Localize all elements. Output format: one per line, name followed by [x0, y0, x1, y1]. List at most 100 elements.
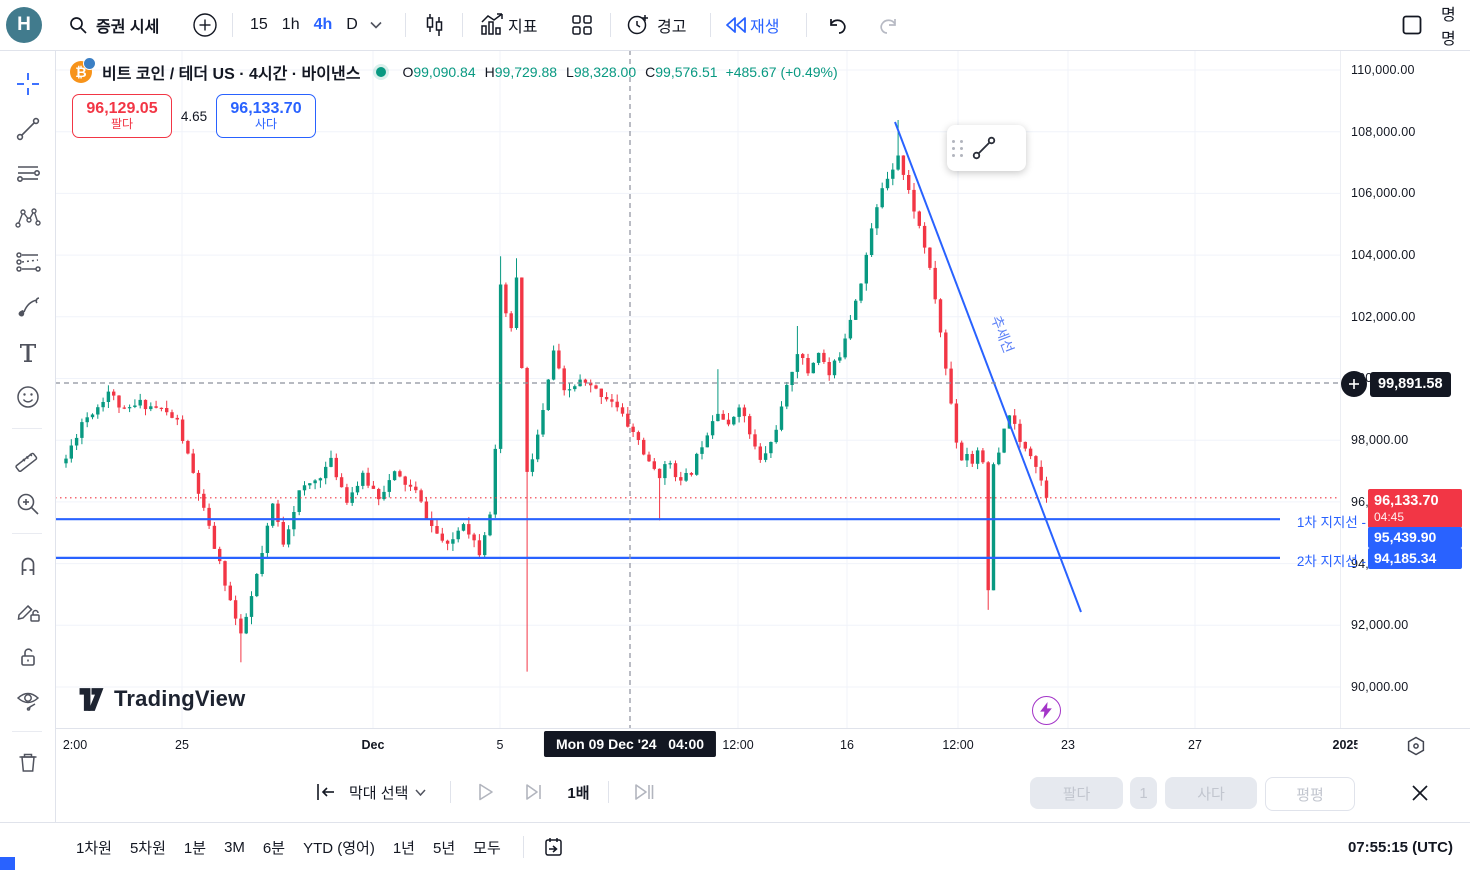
- alert-icon[interactable]: [622, 9, 654, 41]
- range-모두[interactable]: 모두: [473, 839, 501, 857]
- layout-grid-icon[interactable]: [566, 9, 598, 41]
- toolbar-separator: [462, 13, 463, 37]
- toolbar-separator: [405, 13, 406, 37]
- go-to-date-icon[interactable]: [542, 836, 564, 858]
- top-toolbar: H 증권 시세 15 1h 4h D: [0, 0, 1470, 51]
- replay-step-icon[interactable]: [517, 776, 551, 808]
- text-tool[interactable]: [9, 333, 47, 371]
- replay-to-end-icon[interactable]: [627, 776, 661, 808]
- alert-button[interactable]: 경고: [657, 19, 687, 36]
- lock-all-tool[interactable]: [9, 638, 47, 676]
- select-bar-chevron-icon[interactable]: [408, 776, 432, 808]
- xabcd-pattern-tool[interactable]: [9, 199, 47, 237]
- sell-button[interactable]: 96,129.05 팔다: [72, 94, 172, 138]
- chart-style-icon[interactable]: [418, 9, 450, 41]
- support-line-label-1[interactable]: 1차 지지선 -: [1296, 515, 1366, 530]
- timeframe-D[interactable]: D: [346, 16, 358, 33]
- toolbar-divider: [12, 428, 42, 429]
- drag-handle-icon[interactable]: [947, 139, 969, 157]
- price-tick: 104,000.00: [1351, 248, 1416, 262]
- timeframe-4h[interactable]: 4h: [313, 16, 333, 33]
- range-YTD (영어)[interactable]: YTD (영어): [303, 839, 375, 857]
- timeframe-1h[interactable]: 1h: [281, 16, 300, 33]
- spread-value: 4.65: [180, 108, 208, 124]
- range-1차원[interactable]: 1차원: [76, 839, 112, 857]
- drawing-lock-tool[interactable]: [9, 592, 47, 630]
- remove-drawings-tool[interactable]: [9, 743, 47, 781]
- axis-settings-icon[interactable]: [1405, 735, 1427, 757]
- replay-icon[interactable]: [720, 9, 752, 41]
- range-3M[interactable]: 3M: [224, 838, 245, 856]
- bitcoin-icon: ₿: [70, 57, 96, 84]
- support2-price-badge: 94,185.34: [1368, 548, 1462, 570]
- replay-close-icon[interactable]: [1406, 779, 1434, 807]
- toolbar-separator: [806, 13, 807, 37]
- trade-buttons-row: 96,129.05 팔다 4.65 96,133.70 사다: [72, 94, 316, 138]
- range-1분[interactable]: 1분: [183, 839, 207, 857]
- indicators-button[interactable]: 지표: [508, 19, 538, 36]
- timeframe-15[interactable]: 15: [250, 16, 268, 33]
- trend-line-tool[interactable]: [9, 110, 47, 148]
- tradingview-logo[interactable]: TradingView: [78, 686, 245, 712]
- drawing-floating-toolbar[interactable]: [947, 125, 1026, 171]
- symbol-title[interactable]: 비트 코인 / 테더 US · 4시간 · 바이낸스: [102, 66, 361, 83]
- support1-price-badge: 95,439.90: [1368, 527, 1462, 549]
- hide-drawings-tool[interactable]: [9, 681, 47, 719]
- trend-line-icon[interactable]: [969, 133, 999, 163]
- time-axis[interactable]: 2:00 25 Dec 5 12:00 16 12:00 23 27 2025 Mon 09 De…: [55, 728, 1470, 764]
- undo-icon[interactable]: [822, 9, 854, 41]
- emoji-tool[interactable]: [9, 378, 47, 416]
- clock[interactable]: 07:55:15 (UTC): [1347, 838, 1453, 856]
- replay-sell-button[interactable]: 팔다: [1030, 777, 1123, 809]
- range-6분[interactable]: 6분: [262, 839, 286, 857]
- ohlc-values: O99,090.84 H99,729.88 L98,328.00 C99,576.51: [402, 64, 717, 80]
- search-icon[interactable]: [62, 9, 94, 41]
- crosshair-tool[interactable]: [9, 65, 47, 103]
- forecast-lines-tool[interactable]: [9, 243, 47, 281]
- toolbar-divider: [12, 533, 42, 534]
- range-5년[interactable]: 5년: [432, 839, 456, 857]
- layout-name[interactable]: 명명: [1441, 7, 1456, 48]
- ohlc-h: H99,729.88: [484, 64, 558, 80]
- price-tick: 102,000.00: [1351, 310, 1416, 324]
- replay-play-icon[interactable]: [469, 776, 503, 808]
- candlestick-chart[interactable]: 추세선: [55, 50, 1340, 728]
- sell-price: 96,129.05: [86, 99, 158, 117]
- brush-tool[interactable]: [9, 288, 47, 326]
- replay-bar: 막대 선택 1배 팔다 1 사다 평평: [55, 763, 1470, 823]
- status-bar: 1차원 5차원 1분 3M 6분 YTD (영어) 1년 5년 모두 07:55:15 (UTC…: [0, 822, 1470, 870]
- horizontal-lines-tool[interactable]: [9, 154, 47, 192]
- select-bar-button[interactable]: 막대 선택: [349, 784, 409, 802]
- market-open-dot[interactable]: [376, 67, 387, 77]
- price-axis[interactable]: 110,000.00 108,000.00 106,000.00 104,000.00…: [1341, 50, 1470, 728]
- time-tick: 23: [1061, 738, 1075, 752]
- zoom-in-tool[interactable]: [9, 485, 47, 523]
- add-order-icon[interactable]: [1341, 371, 1367, 397]
- lightning-icon[interactable]: [1032, 696, 1061, 725]
- select-bar-icon[interactable]: [309, 776, 343, 808]
- redo-icon[interactable]: [872, 9, 904, 41]
- add-symbol-icon[interactable]: [189, 9, 221, 41]
- replay-button[interactable]: 재생: [750, 19, 780, 36]
- timeframe-chevron-icon[interactable]: [364, 9, 388, 41]
- symbol-info-row: ₿ 비트 코인 / 테더 US · 4시간 · 바이낸스 O99,090.84 H…: [70, 57, 838, 84]
- replay-buy-button[interactable]: 사다: [1165, 777, 1257, 809]
- symbol-search-button[interactable]: 증권 시세: [96, 19, 160, 36]
- save-layout-icon[interactable]: [1396, 9, 1428, 41]
- replay-flat-button[interactable]: 평평: [1265, 777, 1355, 811]
- measure-tool[interactable]: [9, 439, 47, 477]
- user-avatar[interactable]: H: [6, 7, 42, 43]
- replay-qty-button[interactable]: 1: [1130, 777, 1157, 809]
- buy-button[interactable]: 96,133.70 사다: [216, 94, 316, 138]
- indicators-icon[interactable]: [476, 9, 508, 41]
- chart-pane[interactable]: 추세선 ₿ 비트 코인 / 테더 US · 4시간 · 바이낸스 O99,090…: [55, 50, 1341, 728]
- bar-countdown: 04:45: [1374, 510, 1405, 525]
- range-1년[interactable]: 1년: [392, 839, 415, 857]
- magnet-tool[interactable]: [9, 546, 47, 584]
- time-tick: 2025: [1332, 738, 1358, 752]
- replay-speed-button[interactable]: 1배: [567, 784, 590, 802]
- range-5차원[interactable]: 5차원: [129, 839, 166, 857]
- support-line-label-2[interactable]: 2차 지지선 -: [1296, 554, 1366, 569]
- ohlc-o: O99,090.84: [402, 64, 476, 80]
